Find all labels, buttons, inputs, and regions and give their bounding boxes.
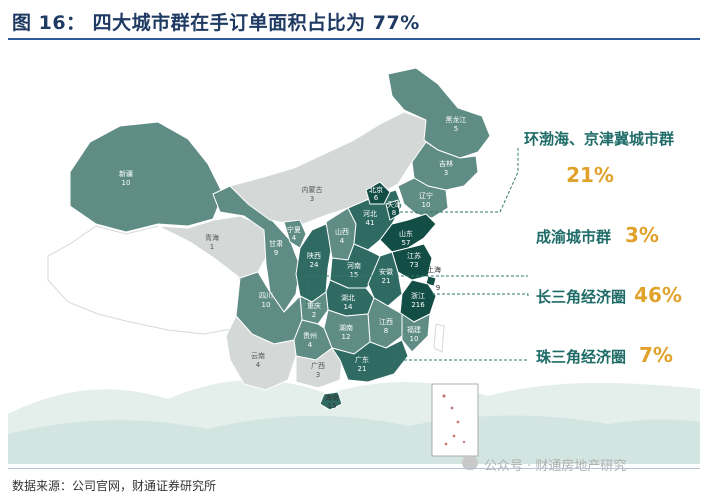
value-jiangsu: 73 [410, 261, 419, 269]
label-jilin: 吉林 [439, 159, 453, 168]
label-beijing: 北京 [369, 185, 383, 194]
province-xinjiang[interactable] [69, 121, 224, 233]
label-gansu: 甘肃 [269, 239, 283, 248]
label-jiangxi: 江西 [379, 318, 393, 326]
watermark: 公众号 · 财通房地产研究 [484, 459, 627, 474]
cluster-name-chengyu: 成渝城市群 [536, 228, 611, 246]
province-beijing[interactable] [365, 181, 391, 205]
south-china-sea-inset [431, 383, 479, 457]
leader-line-yangtze [432, 293, 529, 296]
province-hainan[interactable] [319, 391, 343, 411]
label-hainan: 海南 [325, 393, 339, 402]
province-ningxia[interactable] [283, 219, 307, 249]
label-heilongjiang: 黑龙江 [446, 115, 467, 124]
label-liaoning: 辽宁 [419, 191, 433, 200]
map-svg: 黑龙江 5 吉林 3 辽宁 10 新疆 10 内蒙古 3 北京 6 天津 8 河… [8, 67, 700, 464]
label-yunnan: 云南 [251, 351, 265, 360]
value-fujian: 10 [410, 335, 419, 343]
province-liaoning[interactable] [397, 177, 449, 219]
value-hunan: 12 [342, 333, 351, 341]
province-guangxi[interactable] [295, 347, 343, 389]
label-guangdong: 广东 [355, 355, 369, 364]
value-sichuan: 10 [262, 301, 271, 309]
value-shandong: 57 [402, 239, 411, 247]
province-guangdong[interactable] [330, 339, 409, 383]
value-liaoning: 10 [422, 201, 431, 209]
value-hebei: 41 [366, 219, 375, 227]
label-guangxi: 广西 [311, 361, 325, 370]
value-yunnan: 4 [256, 361, 261, 369]
figure-title: 图 16： 四大城市群在手订单面积占比为 77% [12, 12, 420, 34]
province-shanghai[interactable] [425, 275, 437, 287]
province-anhui[interactable] [367, 251, 403, 307]
label-xinjiang: 新疆 [119, 169, 133, 178]
value-neimenggu: 3 [310, 195, 314, 203]
value-jiangxi: 8 [384, 327, 388, 335]
value-henan: 15 [350, 271, 359, 279]
label-qinghai: 青海 [205, 233, 219, 242]
label-tianjin: 天津 [387, 201, 401, 209]
cluster-pct-pearl: 7% [639, 343, 673, 367]
label-zhejiang: 浙江 [411, 291, 425, 300]
label-guizhou: 贵州 [303, 331, 317, 340]
cluster-name-bohai: 环渤海、京津冀城市群 [524, 130, 674, 148]
province-heilongjiang[interactable] [387, 67, 491, 159]
label-shanghai: 上海 [427, 265, 441, 274]
value-hubei: 14 [344, 303, 353, 311]
value-beijing: 6 [374, 194, 379, 202]
label-hebei: 河北 [363, 210, 377, 218]
label-shanxi: 山西 [335, 227, 349, 236]
label-chongqing: 重庆 [307, 301, 321, 310]
province-jiangsu[interactable] [391, 243, 433, 281]
leader-line-bohai [400, 146, 519, 213]
cluster-name-pearl: 珠三角经济圈 [536, 348, 626, 366]
value-hainan: 15 [328, 402, 337, 410]
title-rule [8, 38, 700, 40]
value-zhejiang: 216 [411, 301, 425, 309]
province-tianjin[interactable] [385, 199, 401, 221]
cluster-pct-chengyu: 3% [625, 223, 659, 247]
value-anhui: 21 [382, 277, 391, 285]
value-shanghai: 9 [436, 284, 440, 292]
value-guizhou: 4 [308, 341, 313, 349]
label-hunan: 湖南 [339, 323, 353, 332]
value-qinghai: 1 [210, 243, 214, 251]
label-jiangsu: 江苏 [407, 251, 421, 260]
value-chongqing: 2 [312, 311, 316, 319]
value-guangdong: 21 [358, 365, 367, 373]
label-shaanxi: 陕西 [307, 251, 321, 260]
value-ningxia: 4 [292, 234, 297, 242]
label-neimenggu: 内蒙古 [302, 185, 323, 194]
value-xinjiang: 10 [122, 179, 131, 187]
cluster-pct-yangtze: 46% [634, 283, 682, 307]
label-henan: 河南 [347, 261, 361, 270]
leader-lines [305, 146, 529, 361]
province-taiwan[interactable] [433, 323, 445, 353]
cluster-name-yangtze: 长三角经济圈 [536, 288, 626, 306]
label-sichuan: 四川 [259, 292, 273, 300]
cluster-pct-bohai: 21% [566, 163, 614, 187]
province-labels: 黑龙江 5 吉林 3 辽宁 10 新疆 10 内蒙古 3 北京 6 天津 8 河… [119, 115, 467, 410]
value-tianjin: 8 [392, 209, 396, 217]
value-shanxi: 4 [340, 237, 345, 245]
value-heilongjiang: 5 [454, 125, 458, 133]
value-guangxi: 3 [316, 371, 320, 379]
label-ningxia: 宁夏 [287, 225, 301, 234]
province-shaanxi[interactable] [295, 223, 333, 303]
inset-islands [442, 394, 466, 446]
label-shandong: 山东 [399, 229, 413, 238]
wechat-icon [462, 456, 478, 470]
label-fujian: 福建 [407, 325, 421, 334]
mountain-background-2 [8, 415, 700, 464]
footer-rule [8, 468, 700, 469]
leader-line-chengyu [305, 275, 528, 309]
value-jilin: 3 [444, 169, 448, 177]
label-hubei: 湖北 [341, 293, 355, 302]
china-map: 黑龙江 5 吉林 3 辽宁 10 新疆 10 内蒙古 3 北京 6 天津 8 河… [8, 44, 700, 464]
data-source: 数据来源：公司官网，财通证券研究所 [12, 479, 217, 493]
value-gansu: 9 [274, 249, 278, 257]
value-shaanxi: 24 [310, 261, 319, 269]
province-yunnan[interactable] [225, 315, 297, 391]
label-anhui: 安徽 [379, 267, 393, 276]
